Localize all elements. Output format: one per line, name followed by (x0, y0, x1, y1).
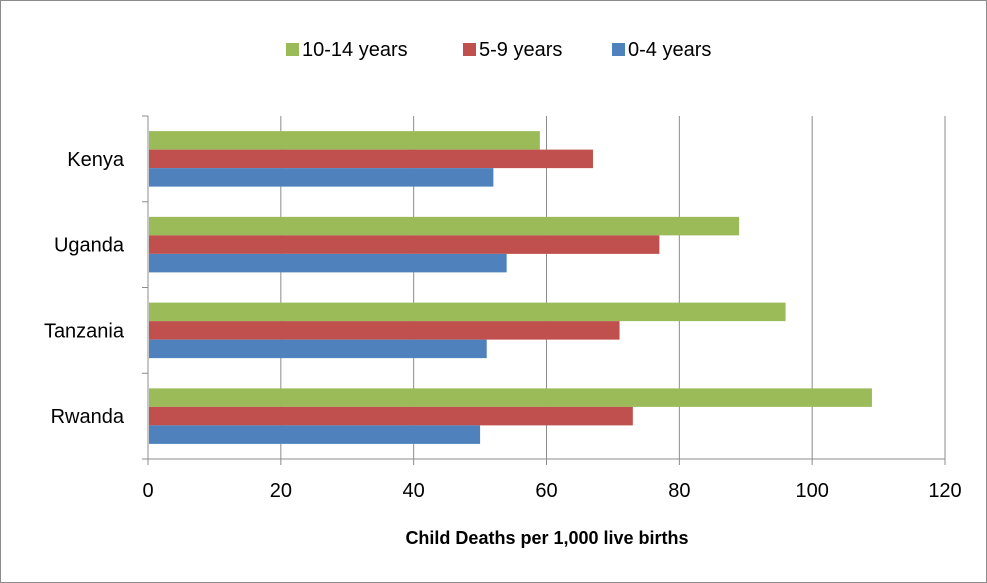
legend-swatch-0-4-years (612, 43, 625, 56)
x-tick-label-100: 100 (795, 480, 828, 502)
bar-tanzania-5-9-years (149, 321, 620, 340)
bar-tanzania-0-4-years (149, 339, 487, 359)
legend-label-0-4-years: 0-4 years (628, 39, 711, 61)
legend-swatch-5-9-years (463, 43, 476, 56)
bar-kenya-10-14-years (149, 131, 540, 150)
y-category-label-tanzania: Tanzania (44, 320, 125, 342)
legend-swatch-10-14-years (286, 43, 299, 56)
bar-kenya-5-9-years (149, 149, 593, 169)
bar-uganda-0-4-years (149, 253, 507, 273)
y-category-label-rwanda: Rwanda (51, 406, 125, 428)
x-tick-label-40: 40 (403, 480, 425, 502)
bar-uganda-10-14-years (149, 216, 740, 236)
bar-uganda-5-9-years (149, 235, 660, 254)
legend: 10-14 years 5-9 years 0-4 years (286, 39, 711, 61)
bar-rwanda-0-4-years (149, 425, 481, 444)
bar-rwanda-10-14-years (149, 388, 872, 407)
x-tick-label-60: 60 (535, 480, 557, 502)
legend-label-10-14-years: 10-14 years (302, 39, 408, 61)
bar-rwanda-5-9-years (149, 406, 633, 426)
x-tick-label-20: 20 (270, 480, 292, 502)
y-category-label-uganda: Uganda (54, 235, 125, 257)
x-axis-title: Child Deaths per 1,000 live births (405, 528, 688, 548)
x-tick-label-0: 0 (142, 480, 153, 502)
y-category-label-kenya: Kenya (67, 149, 125, 171)
axes (142, 115, 946, 465)
bar-kenya-0-4-years (149, 168, 494, 187)
tick-labels: 0 20 40 60 80 100 120 Kenya Uganda Tanzania Rwanda (44, 149, 962, 502)
bars (149, 131, 872, 444)
legend-label-5-9-years: 5-9 years (479, 39, 562, 61)
x-tick-label-120: 120 (928, 480, 961, 502)
x-tick-label-80: 80 (668, 480, 690, 502)
bar-tanzania-10-14-years (149, 302, 786, 322)
